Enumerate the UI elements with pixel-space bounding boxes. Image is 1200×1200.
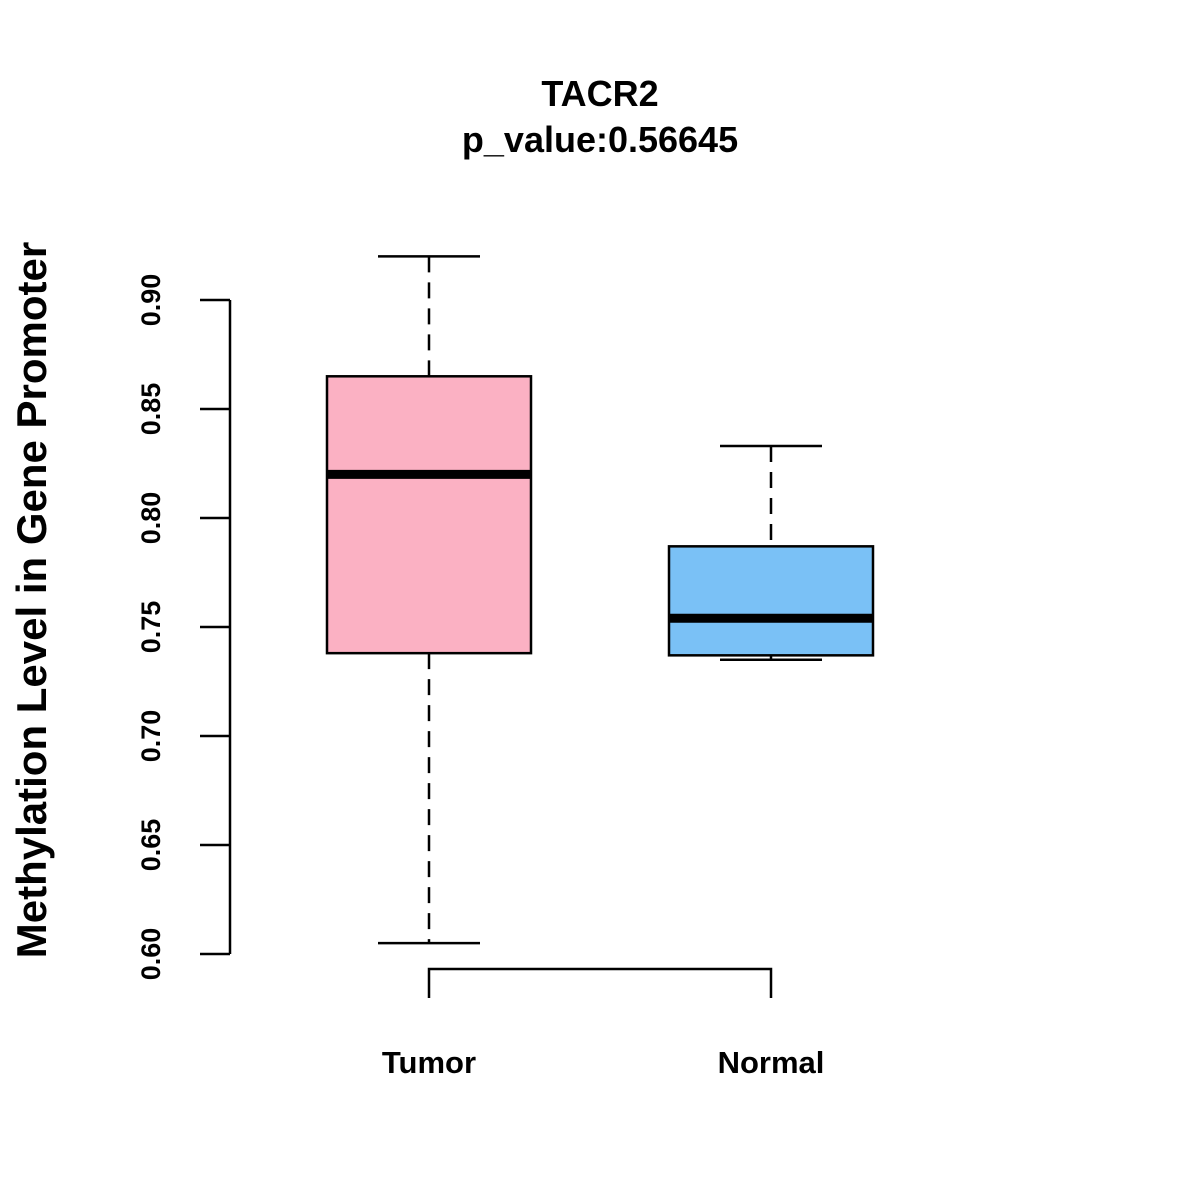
y-axis: 0.60 0.65 0.70 0.75 0.80 0.85 0.90 [136, 274, 232, 981]
y-tick-label: 0.80 [136, 492, 166, 545]
chart-title: TACR2 [541, 73, 658, 114]
y-axis-label: Methylation Level in Gene Promoter [8, 242, 55, 958]
y-tick-label: 0.90 [136, 274, 166, 327]
x-axis-labels: Tumor Normal [382, 1045, 824, 1080]
y-tick-label: 0.60 [136, 928, 166, 981]
x-label-normal: Normal [718, 1045, 825, 1080]
boxes [325, 255, 875, 945]
comparison-bracket [427, 967, 773, 998]
box-normal [667, 444, 875, 661]
y-tick-label: 0.75 [136, 601, 166, 654]
y-tick-label: 0.65 [136, 819, 166, 872]
chart-subtitle: p_value:0.56645 [462, 119, 738, 160]
box-tumor [325, 255, 533, 945]
bracket-line [427, 967, 773, 998]
y-tick-label: 0.85 [136, 383, 166, 436]
iqr-box [667, 545, 875, 657]
x-label-tumor: Tumor [382, 1045, 476, 1080]
y-tick-label: 0.70 [136, 710, 166, 763]
iqr-box [325, 375, 533, 655]
